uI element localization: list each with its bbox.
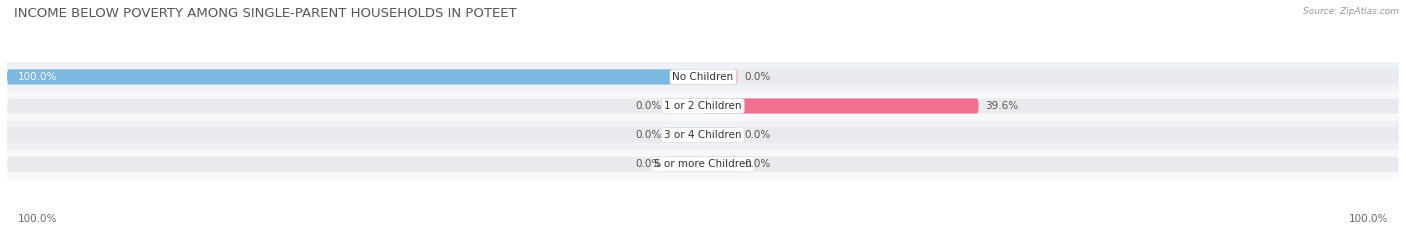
Text: 0.0%: 0.0% bbox=[745, 130, 770, 140]
FancyBboxPatch shape bbox=[703, 128, 738, 143]
Text: 100.0%: 100.0% bbox=[17, 72, 56, 82]
FancyBboxPatch shape bbox=[7, 128, 1399, 143]
Text: 0.0%: 0.0% bbox=[745, 72, 770, 82]
Text: 39.6%: 39.6% bbox=[986, 101, 1019, 111]
Bar bbox=[7, 121, 1399, 150]
FancyBboxPatch shape bbox=[668, 98, 703, 114]
FancyBboxPatch shape bbox=[668, 128, 703, 143]
FancyBboxPatch shape bbox=[7, 69, 1399, 85]
Text: 0.0%: 0.0% bbox=[636, 101, 661, 111]
Text: 1 or 2 Children: 1 or 2 Children bbox=[664, 101, 742, 111]
Bar bbox=[7, 92, 1399, 121]
Text: 3 or 4 Children: 3 or 4 Children bbox=[664, 130, 742, 140]
Text: 5 or more Children: 5 or more Children bbox=[654, 159, 752, 169]
Text: 0.0%: 0.0% bbox=[636, 130, 661, 140]
FancyBboxPatch shape bbox=[7, 157, 1399, 172]
FancyBboxPatch shape bbox=[703, 98, 979, 114]
Bar bbox=[7, 62, 1399, 91]
Text: Source: ZipAtlas.com: Source: ZipAtlas.com bbox=[1303, 7, 1399, 16]
FancyBboxPatch shape bbox=[7, 69, 703, 85]
Text: 100.0%: 100.0% bbox=[1348, 214, 1388, 224]
Text: No Children: No Children bbox=[672, 72, 734, 82]
FancyBboxPatch shape bbox=[7, 98, 1399, 114]
Text: INCOME BELOW POVERTY AMONG SINGLE-PARENT HOUSEHOLDS IN POTEET: INCOME BELOW POVERTY AMONG SINGLE-PARENT… bbox=[14, 7, 516, 20]
Text: 100.0%: 100.0% bbox=[18, 214, 58, 224]
Text: 0.0%: 0.0% bbox=[636, 159, 661, 169]
Text: 0.0%: 0.0% bbox=[745, 159, 770, 169]
FancyBboxPatch shape bbox=[668, 157, 703, 172]
FancyBboxPatch shape bbox=[703, 69, 738, 85]
Bar bbox=[7, 150, 1399, 179]
FancyBboxPatch shape bbox=[703, 157, 738, 172]
